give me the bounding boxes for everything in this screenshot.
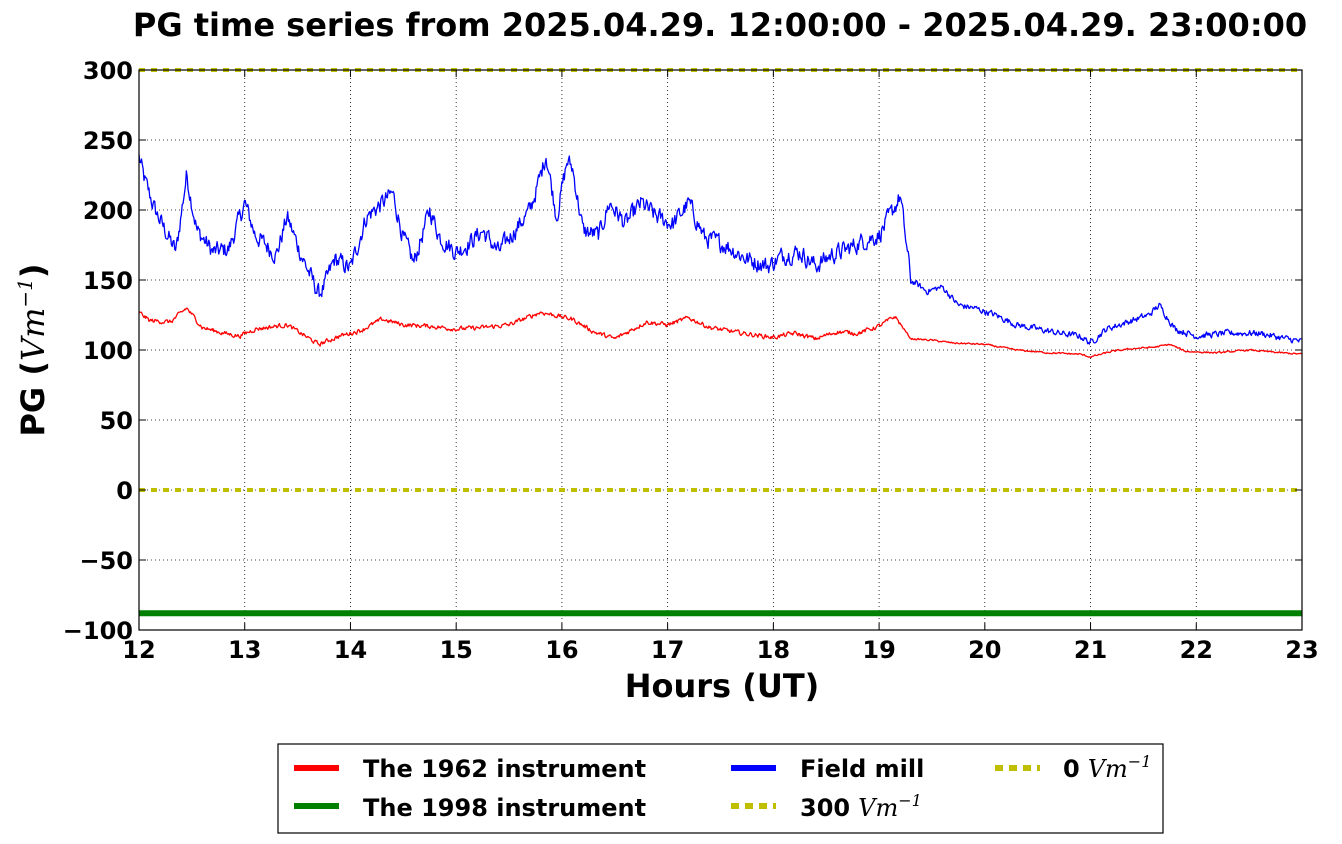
y-axis-label-exponent: −1 [13, 278, 37, 307]
y-axis-label-unit: Vm [14, 308, 52, 361]
y-axis-label-prefix: PG ( [14, 361, 52, 436]
legend-label-field-mill: Field mill [800, 755, 924, 783]
y-tick-label: −50 [79, 547, 133, 575]
chart-title: PG time series from 2025.04.29. 12:00:00… [133, 6, 1307, 44]
x-tick-label: 21 [1074, 636, 1107, 664]
x-tick-label: 22 [1180, 636, 1213, 664]
y-tick-label: 300 [83, 57, 133, 85]
y-tick-label: 150 [83, 267, 133, 295]
y-tick-label: 200 [83, 197, 133, 225]
y-axis-label-suffix: ) [14, 263, 52, 278]
x-axis-label: Hours (UT) [625, 667, 820, 705]
y-tick-labels: −100 −50 0 50 100 150 200 250 300 [63, 57, 133, 645]
x-tick-label: 17 [651, 636, 684, 664]
x-tick-label: 19 [862, 636, 895, 664]
x-tick-label: 12 [122, 636, 155, 664]
y-tick-label: 50 [100, 407, 133, 435]
series-line-field-mill [138, 154, 1303, 345]
legend-label-0-value: 0 [1063, 755, 1080, 783]
x-tick-label: 20 [968, 636, 1001, 664]
x-tick-label: 16 [545, 636, 578, 664]
x-tick-label: 18 [757, 636, 790, 664]
legend-frame [277, 743, 1164, 834]
legend-label-0-line: 0 Vm−1 [1063, 752, 1151, 783]
y-tick-label: 250 [83, 127, 133, 155]
series-line-the-1962-instrument [138, 307, 1303, 359]
legend-label-300-unit: Vm [858, 794, 898, 822]
legend-label-1962-instrument: The 1962 instrument [363, 755, 646, 783]
x-tick-label: 15 [439, 636, 472, 664]
legend-label-300-exponent: −1 [898, 791, 922, 810]
y-tick-label: −100 [63, 617, 133, 645]
legend-label-300-value: 300 [800, 794, 850, 822]
x-tick-labels: 12 13 14 15 16 17 18 19 20 21 22 23 [122, 636, 1318, 664]
legend-label-300-line: 300 Vm−1 [800, 791, 922, 822]
x-tick-label: 23 [1285, 636, 1318, 664]
x-tick-label: 14 [334, 636, 367, 664]
plot-area-background [139, 70, 1302, 630]
x-tick-label: 13 [228, 636, 261, 664]
legend-label-1998-instrument: The 1998 instrument [363, 794, 646, 822]
legend: The 1962 instrument The 1998 instrument … [277, 743, 1164, 834]
y-tick-label: 0 [116, 477, 133, 505]
legend-label-0-unit: Vm [1088, 755, 1128, 783]
tick-marks [138, 69, 1303, 631]
y-tick-label: 100 [83, 337, 133, 365]
legend-label-0-exponent: −1 [1128, 752, 1152, 771]
y-axis-label: PG (Vm−1) [13, 263, 52, 436]
